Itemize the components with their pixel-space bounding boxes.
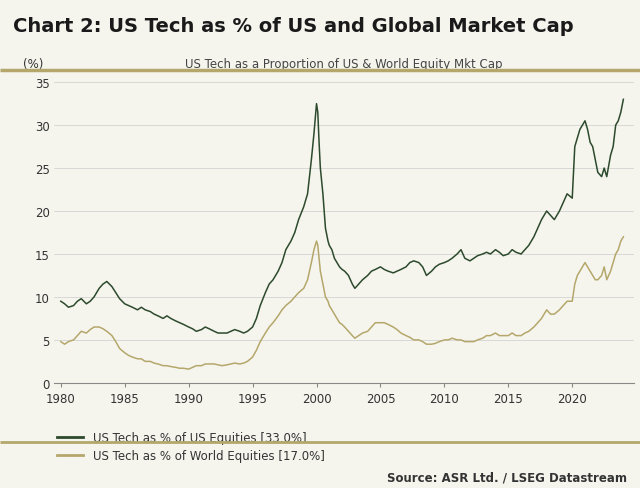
Legend: US Tech as % of US Equities [33.0%], US Tech as % of World Equities [17.0%]: US Tech as % of US Equities [33.0%], US … bbox=[58, 431, 324, 462]
Text: US Tech as a Proportion of US & World Equity Mkt Cap: US Tech as a Proportion of US & World Eq… bbox=[185, 58, 503, 71]
Text: (%): (%) bbox=[22, 58, 43, 71]
Text: Source: ASR Ltd. / LSEG Datastream: Source: ASR Ltd. / LSEG Datastream bbox=[387, 470, 627, 483]
Text: Chart 2: US Tech as % of US and Global Market Cap: Chart 2: US Tech as % of US and Global M… bbox=[13, 17, 573, 36]
